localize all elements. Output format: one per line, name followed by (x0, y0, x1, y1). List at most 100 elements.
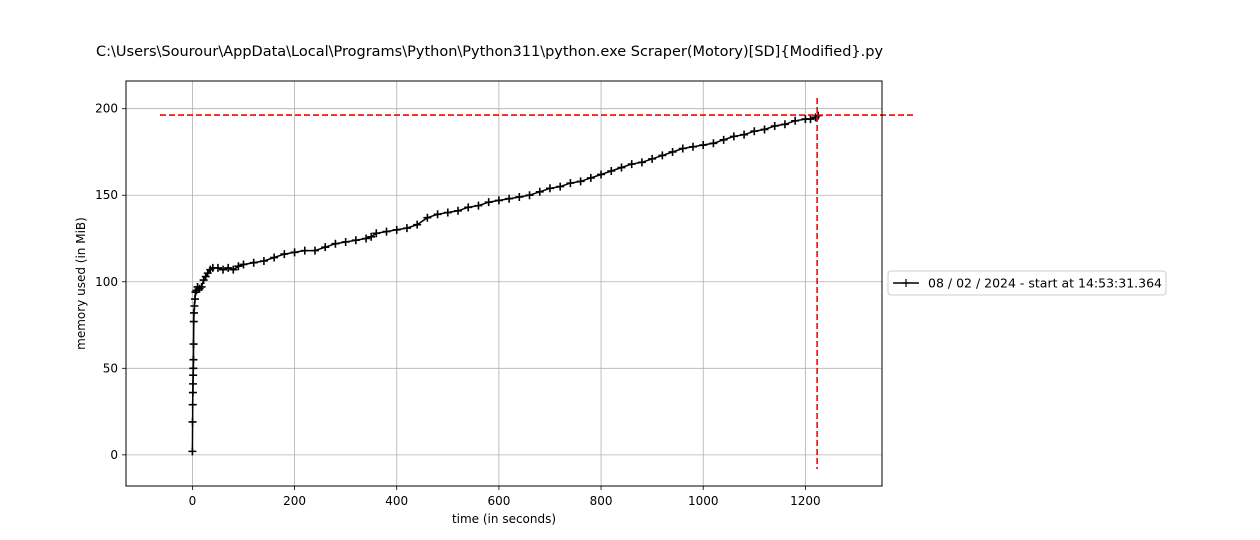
data-point-marker (189, 317, 198, 326)
data-point-marker (224, 263, 233, 272)
gridlines (126, 81, 882, 486)
data-point-marker (219, 265, 228, 274)
data-point-marker (760, 125, 769, 134)
x-tick-label: 400 (385, 494, 408, 508)
max-marker-lines (160, 98, 916, 469)
data-point-marker (234, 262, 243, 271)
data-point-marker (806, 115, 815, 124)
data-point-marker (627, 160, 636, 169)
y-axis-ticks: 0 50 100 150 200 (95, 102, 126, 462)
data-point-marker (586, 173, 595, 182)
data-point-marker (189, 340, 198, 349)
plot-frame (125, 80, 883, 487)
x-axis-ticks: 0 200 400 600 800 1000 1200 (189, 486, 821, 508)
data-point-marker (362, 234, 371, 243)
data-point-marker (658, 151, 667, 160)
data-point-marker (189, 371, 198, 380)
data-point-marker (566, 179, 575, 188)
data-point-marker (709, 139, 718, 148)
data-point-marker (213, 263, 222, 272)
data-point-marker (423, 213, 432, 222)
data-point-marker (259, 257, 268, 265)
legend-frame (887, 270, 1167, 296)
data-point-marker (290, 248, 299, 257)
data-point-marker (474, 201, 483, 210)
data-point-marker (494, 196, 503, 205)
x-tick-label: 600 (487, 494, 510, 508)
data-point-marker (791, 116, 800, 125)
data-point-marker (668, 147, 677, 156)
data-point-marker (535, 187, 544, 196)
data-point-marker (576, 177, 585, 186)
data-point-marker (484, 198, 493, 207)
data-point-marker (188, 417, 197, 426)
data-point-marker (780, 120, 789, 129)
data-point-marker (750, 127, 759, 136)
data-point-marker (188, 400, 197, 409)
data-point-marker (402, 224, 411, 233)
data-point-marker (464, 203, 473, 212)
data-point-marker (372, 229, 381, 238)
data-point-marker (197, 282, 206, 291)
data-point-marker (617, 163, 626, 172)
data-point-marker (189, 379, 198, 388)
data-point-marker (392, 225, 401, 234)
x-tick-label: 1000 (688, 494, 719, 508)
data-point-marker (382, 227, 391, 236)
x-tick-label: 1200 (790, 494, 821, 508)
data-point-marker (545, 184, 554, 193)
x-tick-label: 200 (283, 494, 306, 508)
series-line (191, 114, 819, 452)
data-point-marker (556, 182, 565, 191)
data-point-marker (189, 364, 198, 373)
data-point-marker (729, 132, 738, 141)
data-point-marker (191, 288, 200, 297)
data-point-marker (249, 258, 258, 267)
data-point-marker (189, 308, 198, 317)
data-point-marker (443, 208, 452, 217)
data-point-marker (505, 194, 514, 203)
data-point-marker (454, 206, 463, 215)
data-point-marker (331, 239, 340, 248)
data-point-marker (770, 122, 779, 130)
data-point-marker (740, 130, 749, 139)
legend: 08 / 02 / 2024 - start at 14:53:31.364 (887, 270, 1167, 296)
y-tick-label: 100 (95, 275, 118, 289)
x-axis-label: time (in seconds) (452, 512, 556, 526)
data-point-marker (229, 265, 238, 274)
data-point-marker (637, 158, 646, 167)
data-point-marker (367, 232, 376, 241)
data-point-marker (188, 447, 197, 456)
data-point-marker (433, 210, 442, 219)
data-point-marker (351, 236, 360, 245)
data-point-marker (190, 302, 199, 310)
data-point-marker (719, 135, 728, 144)
data-point-marker (188, 388, 197, 397)
data-point-marker (607, 167, 616, 175)
data-point-marker (341, 237, 350, 246)
y-tick-label: 0 (110, 448, 118, 462)
data-point-marker (525, 191, 534, 200)
y-axis-label: memory used (in MiB) (74, 217, 88, 350)
data-point-marker (321, 243, 330, 252)
data-point-marker (689, 142, 697, 151)
data-point-marker (515, 192, 524, 201)
series-layer (188, 111, 823, 456)
data-point-marker (239, 260, 248, 269)
data-point-marker (597, 170, 606, 179)
data-point-marker (413, 220, 422, 229)
legend-label: 08 / 02 / 2024 - start at 14:53:31.364 (928, 276, 1162, 291)
data-point-marker (280, 250, 289, 259)
data-point-marker (190, 295, 199, 304)
y-tick-label: 200 (95, 102, 118, 116)
y-tick-label: 50 (103, 361, 118, 375)
x-tick-label: 0 (189, 494, 197, 508)
data-point-marker (648, 154, 657, 163)
x-tick-label: 800 (590, 494, 613, 508)
data-point-marker (678, 144, 687, 153)
data-point-marker (270, 253, 279, 262)
data-point-marker (300, 246, 309, 255)
data-point-marker (699, 141, 708, 150)
data-point-marker (311, 246, 319, 255)
